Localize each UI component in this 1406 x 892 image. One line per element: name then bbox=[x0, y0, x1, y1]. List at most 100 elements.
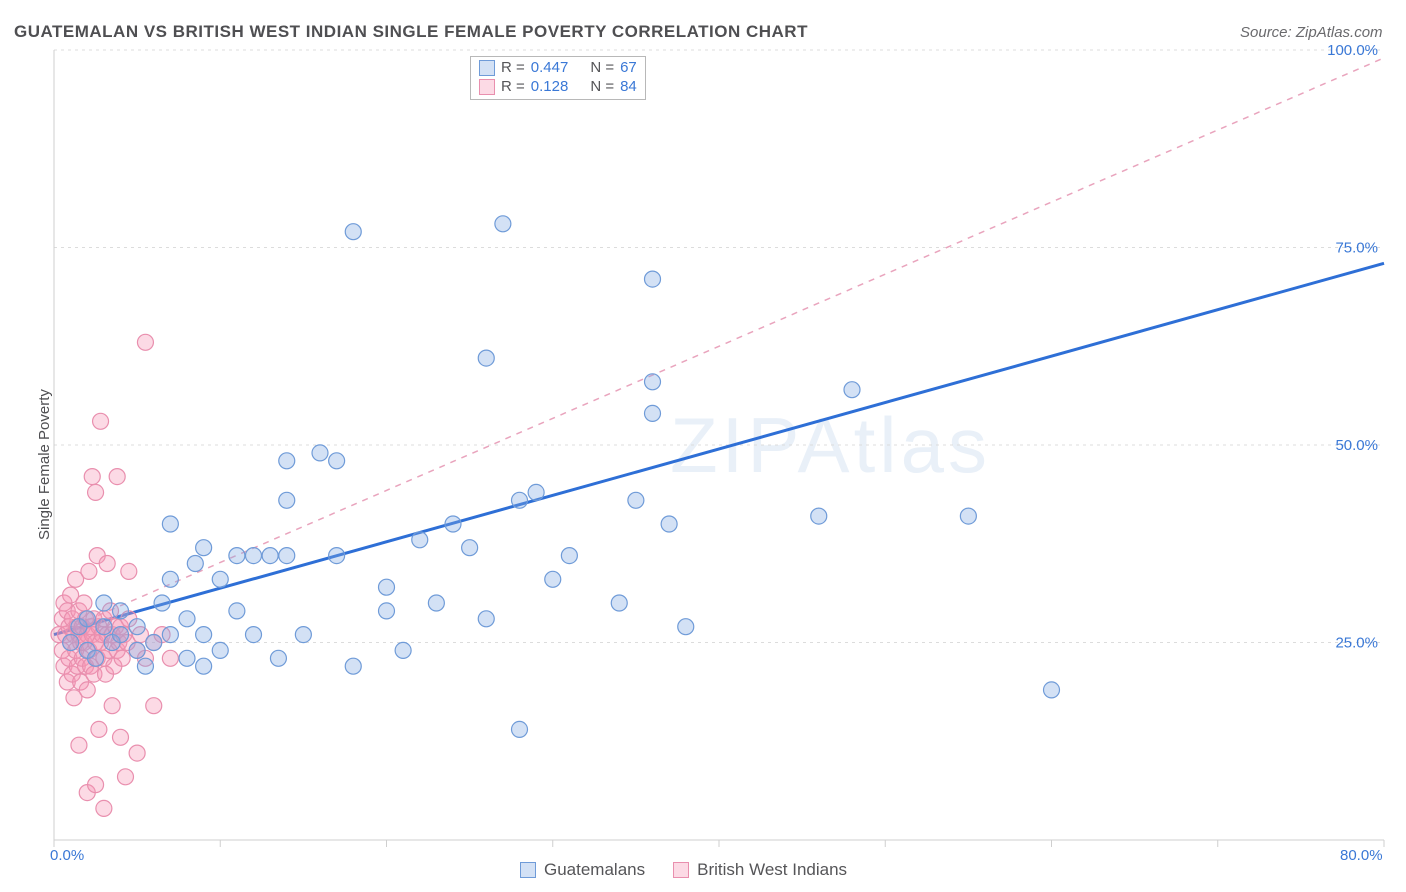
chart-container: GUATEMALAN VS BRITISH WEST INDIAN SINGLE… bbox=[0, 0, 1406, 892]
point-guatemalan bbox=[329, 548, 345, 564]
point-bwi bbox=[162, 650, 178, 666]
point-bwi bbox=[91, 721, 107, 737]
point-guatemalan bbox=[270, 650, 286, 666]
y-tick-label: 25.0% bbox=[1335, 635, 1378, 652]
point-guatemalan bbox=[246, 627, 262, 643]
point-guatemalan bbox=[96, 619, 112, 635]
point-guatemalan bbox=[645, 405, 661, 421]
scatter-plot: 25.0% 50.0% 75.0% 100.0% 0.0% 80.0% bbox=[0, 0, 1406, 892]
swatch-bwi bbox=[673, 862, 689, 878]
point-guatemalan bbox=[445, 516, 461, 532]
point-guatemalan bbox=[329, 453, 345, 469]
point-guatemalan bbox=[661, 516, 677, 532]
swatch-guatemalans bbox=[479, 60, 495, 76]
point-guatemalan bbox=[113, 603, 129, 619]
n-value-b: 84 bbox=[620, 78, 637, 95]
point-guatemalan bbox=[162, 516, 178, 532]
legend-label-guatemalans: Guatemalans bbox=[544, 860, 645, 880]
point-guatemalan bbox=[645, 374, 661, 390]
point-guatemalan bbox=[262, 548, 278, 564]
point-guatemalan bbox=[1044, 682, 1060, 698]
point-bwi bbox=[113, 729, 129, 745]
r-value-a: 0.447 bbox=[531, 59, 569, 76]
swatch-bwi bbox=[479, 79, 495, 95]
y-tick-label: 50.0% bbox=[1335, 437, 1378, 454]
legend-item-bwi: British West Indians bbox=[673, 860, 847, 880]
point-guatemalan bbox=[279, 548, 295, 564]
n-value-a: 67 bbox=[620, 59, 637, 76]
x-tick-label: 0.0% bbox=[50, 847, 84, 864]
y-tick-label: 75.0% bbox=[1335, 240, 1378, 257]
legend-row-b: R = 0.128 N = 84 bbox=[479, 78, 637, 95]
r-value-b: 0.128 bbox=[531, 78, 569, 95]
x-tick-label: 80.0% bbox=[1340, 847, 1383, 864]
point-guatemalan bbox=[154, 595, 170, 611]
point-guatemalan bbox=[146, 635, 162, 651]
point-bwi bbox=[121, 563, 137, 579]
point-guatemalan bbox=[412, 532, 428, 548]
point-guatemalan bbox=[645, 271, 661, 287]
point-guatemalan bbox=[88, 650, 104, 666]
point-bwi bbox=[88, 777, 104, 793]
point-guatemalan bbox=[179, 650, 195, 666]
point-bwi bbox=[96, 800, 112, 816]
point-guatemalan bbox=[229, 548, 245, 564]
point-guatemalan bbox=[196, 540, 212, 556]
point-guatemalan bbox=[545, 571, 561, 587]
point-guatemalan bbox=[678, 619, 694, 635]
point-guatemalan bbox=[162, 627, 178, 643]
point-bwi bbox=[79, 682, 95, 698]
swatch-guatemalans bbox=[520, 862, 536, 878]
point-bwi bbox=[93, 413, 109, 429]
legend-item-guatemalans: Guatemalans bbox=[520, 860, 645, 880]
point-guatemalan bbox=[379, 579, 395, 595]
r-equals-label: R = bbox=[501, 59, 525, 76]
point-guatemalan bbox=[561, 548, 577, 564]
point-guatemalan bbox=[811, 508, 827, 524]
point-guatemalan bbox=[960, 508, 976, 524]
point-bwi bbox=[88, 484, 104, 500]
point-guatemalan bbox=[312, 445, 328, 461]
point-bwi bbox=[81, 563, 97, 579]
point-guatemalan bbox=[428, 595, 444, 611]
point-bwi bbox=[104, 698, 120, 714]
point-guatemalan bbox=[212, 571, 228, 587]
point-guatemalan bbox=[246, 548, 262, 564]
point-guatemalan bbox=[495, 216, 511, 232]
n-equals-label: N = bbox=[590, 78, 614, 95]
point-guatemalan bbox=[79, 611, 95, 627]
point-bwi bbox=[76, 595, 92, 611]
point-guatemalan bbox=[295, 627, 311, 643]
point-guatemalan bbox=[345, 224, 361, 240]
point-guatemalan bbox=[229, 603, 245, 619]
point-guatemalan bbox=[611, 595, 627, 611]
point-guatemalan bbox=[478, 350, 494, 366]
y-tick-label: 100.0% bbox=[1327, 42, 1378, 59]
n-equals-label: N = bbox=[590, 59, 614, 76]
point-guatemalan bbox=[113, 627, 129, 643]
point-bwi bbox=[71, 737, 87, 753]
point-guatemalan bbox=[628, 492, 644, 508]
point-guatemalan bbox=[196, 627, 212, 643]
point-guatemalan bbox=[379, 603, 395, 619]
point-bwi bbox=[109, 469, 125, 485]
legend-row-a: R = 0.447 N = 67 bbox=[479, 59, 637, 76]
point-guatemalan bbox=[96, 595, 112, 611]
correlation-legend: R = 0.447 N = 67 R = 0.128 N = 84 bbox=[470, 56, 646, 100]
point-guatemalan bbox=[196, 658, 212, 674]
point-guatemalan bbox=[187, 556, 203, 572]
point-bwi bbox=[117, 769, 133, 785]
point-guatemalan bbox=[279, 492, 295, 508]
point-guatemalan bbox=[137, 658, 153, 674]
point-guatemalan bbox=[63, 635, 79, 651]
point-guatemalan bbox=[512, 721, 528, 737]
point-bwi bbox=[84, 469, 100, 485]
r-equals-label: R = bbox=[501, 78, 525, 95]
point-bwi bbox=[99, 556, 115, 572]
point-guatemalan bbox=[844, 382, 860, 398]
point-bwi bbox=[129, 745, 145, 761]
point-guatemalan bbox=[179, 611, 195, 627]
point-bwi bbox=[146, 698, 162, 714]
point-guatemalan bbox=[528, 484, 544, 500]
point-bwi bbox=[114, 650, 130, 666]
